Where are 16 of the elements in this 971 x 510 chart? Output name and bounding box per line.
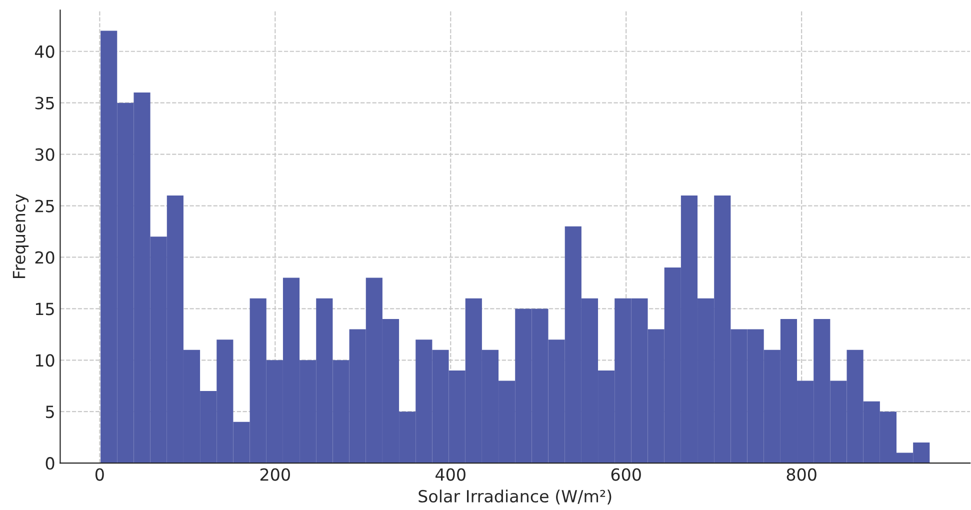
- y-tick-label: 40: [34, 45, 54, 58]
- y-tick-label: 35: [35, 96, 54, 110]
- x-tick-label: 0: [95, 468, 104, 481]
- y-axis-title: Frequency: [12, 194, 29, 278]
- y-tick-label: 30: [35, 148, 54, 161]
- y-tick-label: 0: [46, 457, 54, 470]
- y-tick-label: 20: [35, 251, 54, 264]
- x-tick-label: 800: [786, 468, 816, 481]
- x-tick-label: 600: [611, 468, 641, 481]
- y-tick-label: 10: [36, 354, 54, 367]
- y-tick-label: 25: [35, 200, 54, 212]
- y-tick-label: 15: [36, 302, 54, 316]
- x-tick-label: 400: [436, 468, 466, 481]
- x-tick-label: 200: [260, 468, 290, 481]
- y-tick-label: 5: [46, 406, 54, 418]
- x-axis-title: Solar Irradiance (W/m²): [418, 490, 612, 504]
